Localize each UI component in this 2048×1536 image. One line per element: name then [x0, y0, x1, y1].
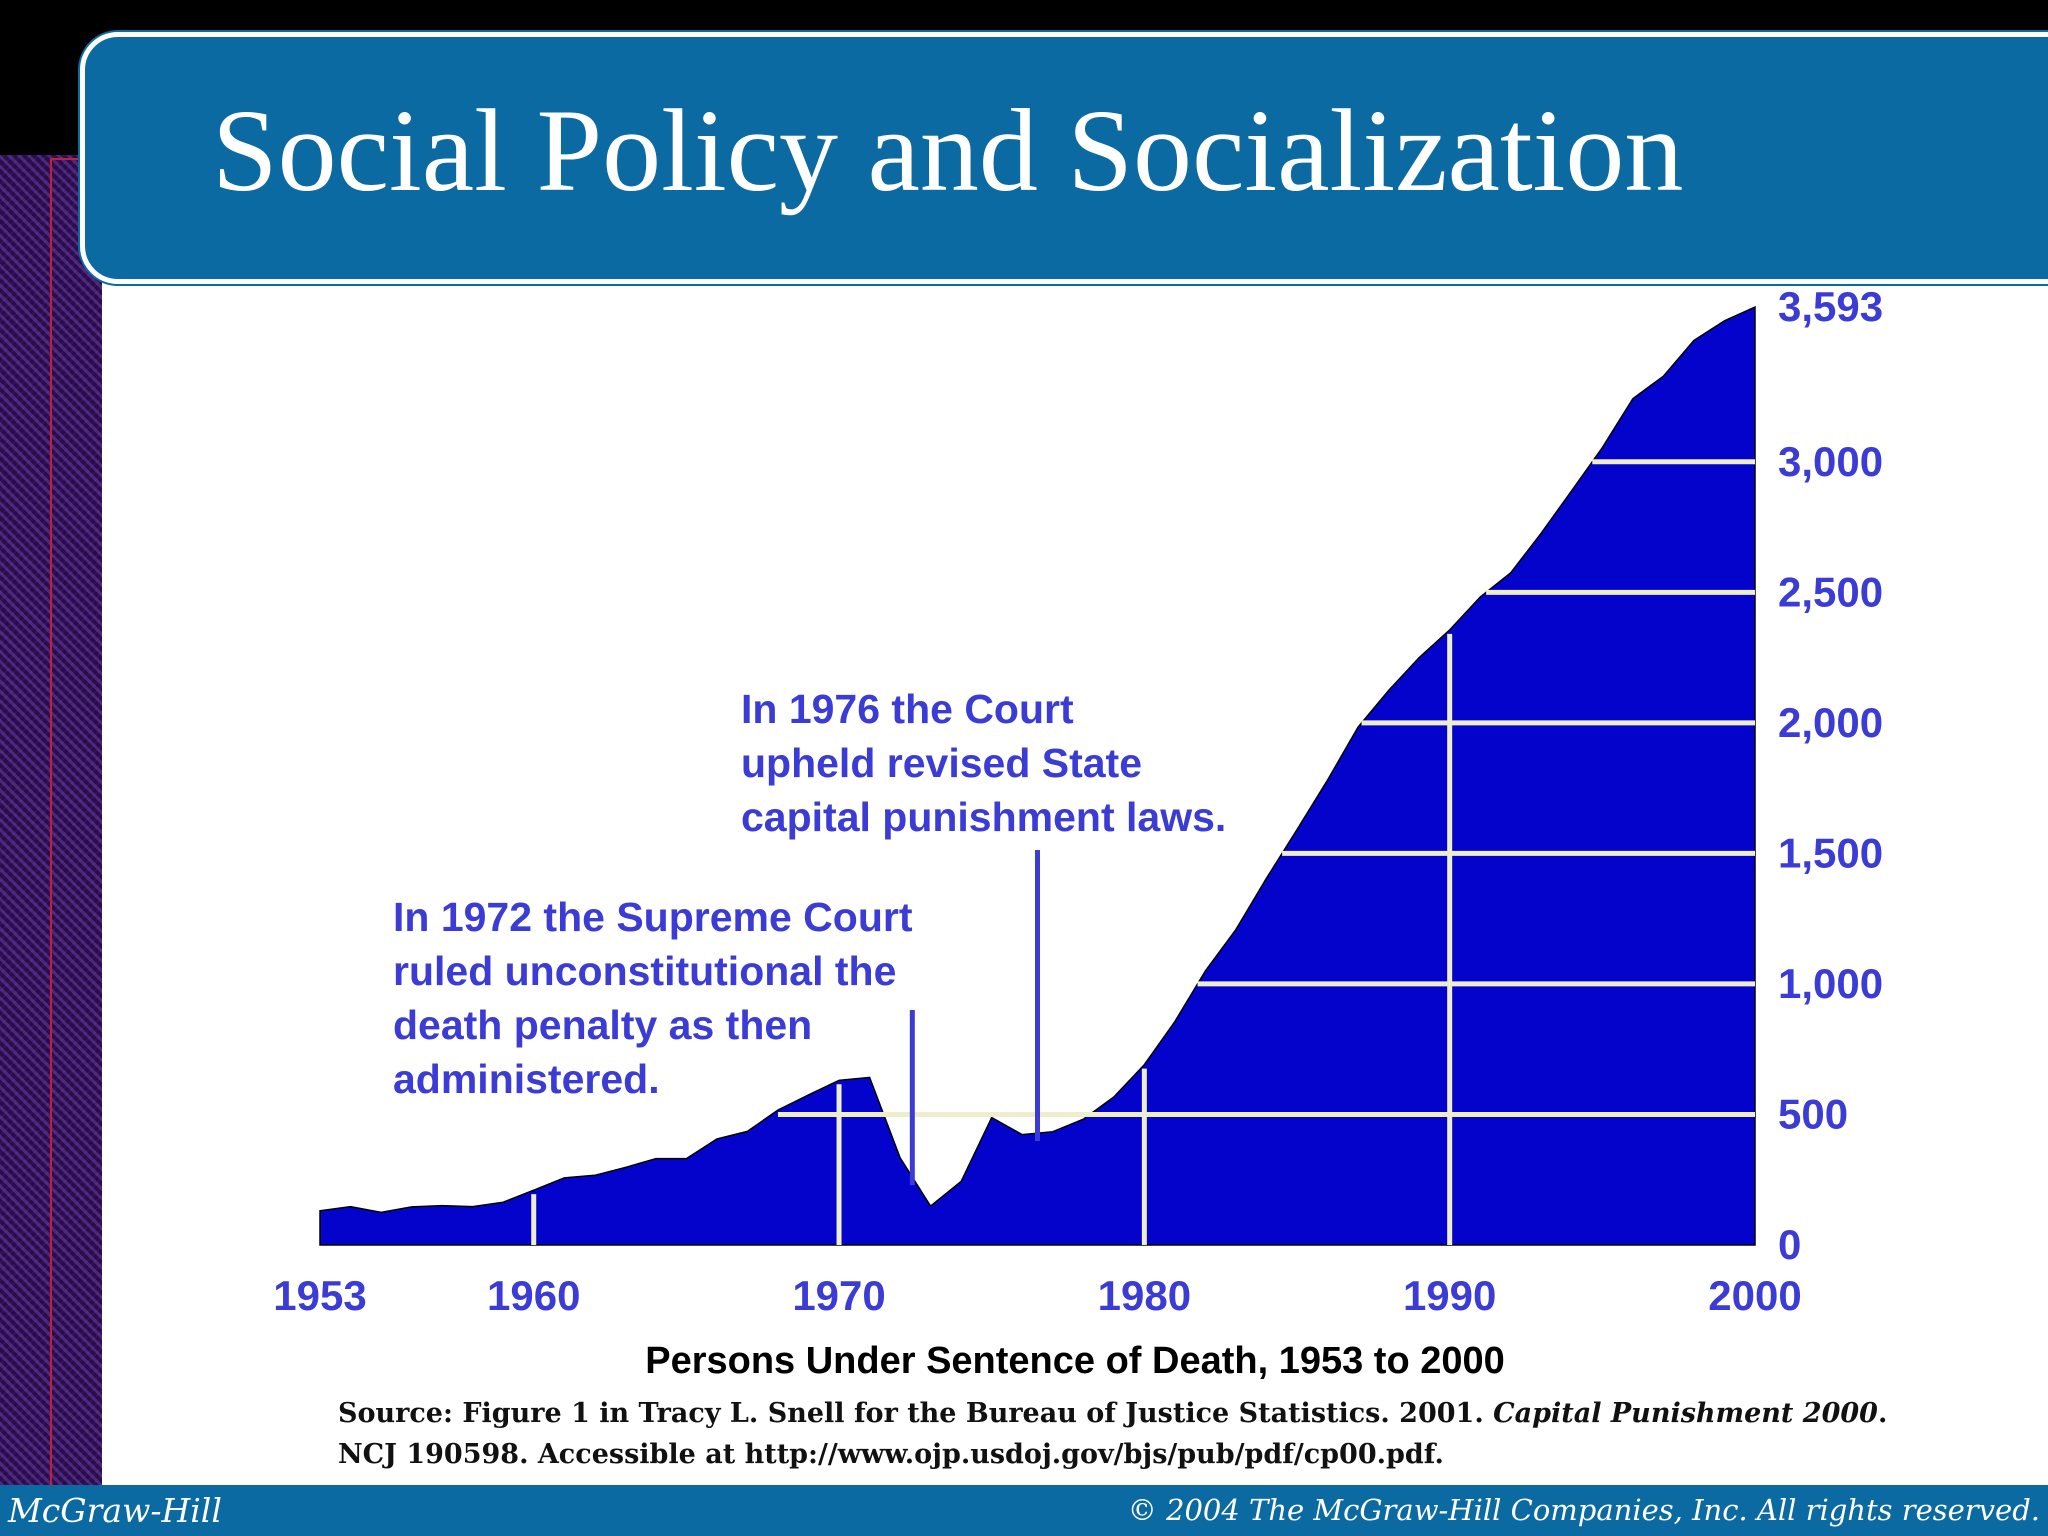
annotation-1972-line-3: death penalty as then [393, 1002, 813, 1048]
chart-caption: Persons Under Sentence of Death, 1953 to… [645, 1340, 1505, 1382]
annotation-1976-line-3: capital punishment laws. [741, 794, 1227, 840]
x-tick-label: 2000 [1708, 1272, 1801, 1319]
source-citation: Source: Figure 1 in Tracy L. Snell for t… [338, 1393, 1978, 1475]
y-tick-label: 1,000 [1778, 960, 1883, 1007]
x-tick-label: 1990 [1403, 1272, 1496, 1319]
red-accent-vertical-line [50, 158, 52, 1488]
copyright-notice: © 2004 The McGraw-Hill Companies, Inc. A… [1127, 1493, 2040, 1527]
annotation-1972: In 1972 the Supreme Court ruled unconsti… [393, 890, 912, 1106]
publisher-name: McGraw-Hill [8, 1491, 222, 1530]
footer-bar: McGraw-Hill © 2004 The McGraw-Hill Compa… [0, 1485, 2048, 1536]
x-tick-label: 1980 [1098, 1272, 1191, 1319]
y-tick-label: 3,593 [1778, 283, 1883, 330]
annotation-1976-line-2: upheld revised State [741, 740, 1143, 786]
source-line-1-period: . [1877, 1398, 1888, 1429]
annotation-1972-line-2: ruled unconstitutional the [393, 948, 897, 994]
annotation-1972-line-4: administered. [393, 1056, 660, 1102]
y-tick-label: 500 [1778, 1090, 1848, 1137]
source-line-2: NCJ 190598. Accessible at http://www.ojp… [338, 1439, 1444, 1470]
death-sentence-area-chart: 0 500 1,000 1,500 2,000 2,500 3,000 3,593 1953 19… [273, 283, 1883, 1319]
x-tick-label: 1970 [792, 1272, 885, 1319]
red-accent-horizontal-line [50, 158, 102, 160]
y-tick-label: 0 [1778, 1221, 1801, 1268]
y-tick-label: 2,000 [1778, 699, 1883, 746]
source-publication-title: Capital Punishment 2000 [1493, 1398, 1878, 1429]
annotation-1976-line-1: In 1976 the Court [741, 686, 1074, 732]
source-line-1: Source: Figure 1 in Tracy L. Snell for t… [338, 1393, 1978, 1434]
slide-title: Social Policy and Socialization [212, 85, 1684, 216]
series-area [319, 305, 1756, 1246]
annotation-1976: In 1976 the Court upheld revised State c… [741, 682, 1226, 844]
source-line-1-text: Source: Figure 1 in Tracy L. Snell for t… [338, 1398, 1484, 1429]
title-banner [80, 32, 2048, 284]
y-tick-label: 1,500 [1778, 829, 1883, 876]
x-tick-label: 1953 [273, 1272, 366, 1319]
y-tick-label: 2,500 [1778, 568, 1883, 615]
x-tick-label: 1960 [487, 1272, 580, 1319]
y-tick-label: 3,000 [1778, 438, 1883, 485]
annotation-1972-line-1: In 1972 the Supreme Court [393, 894, 913, 940]
